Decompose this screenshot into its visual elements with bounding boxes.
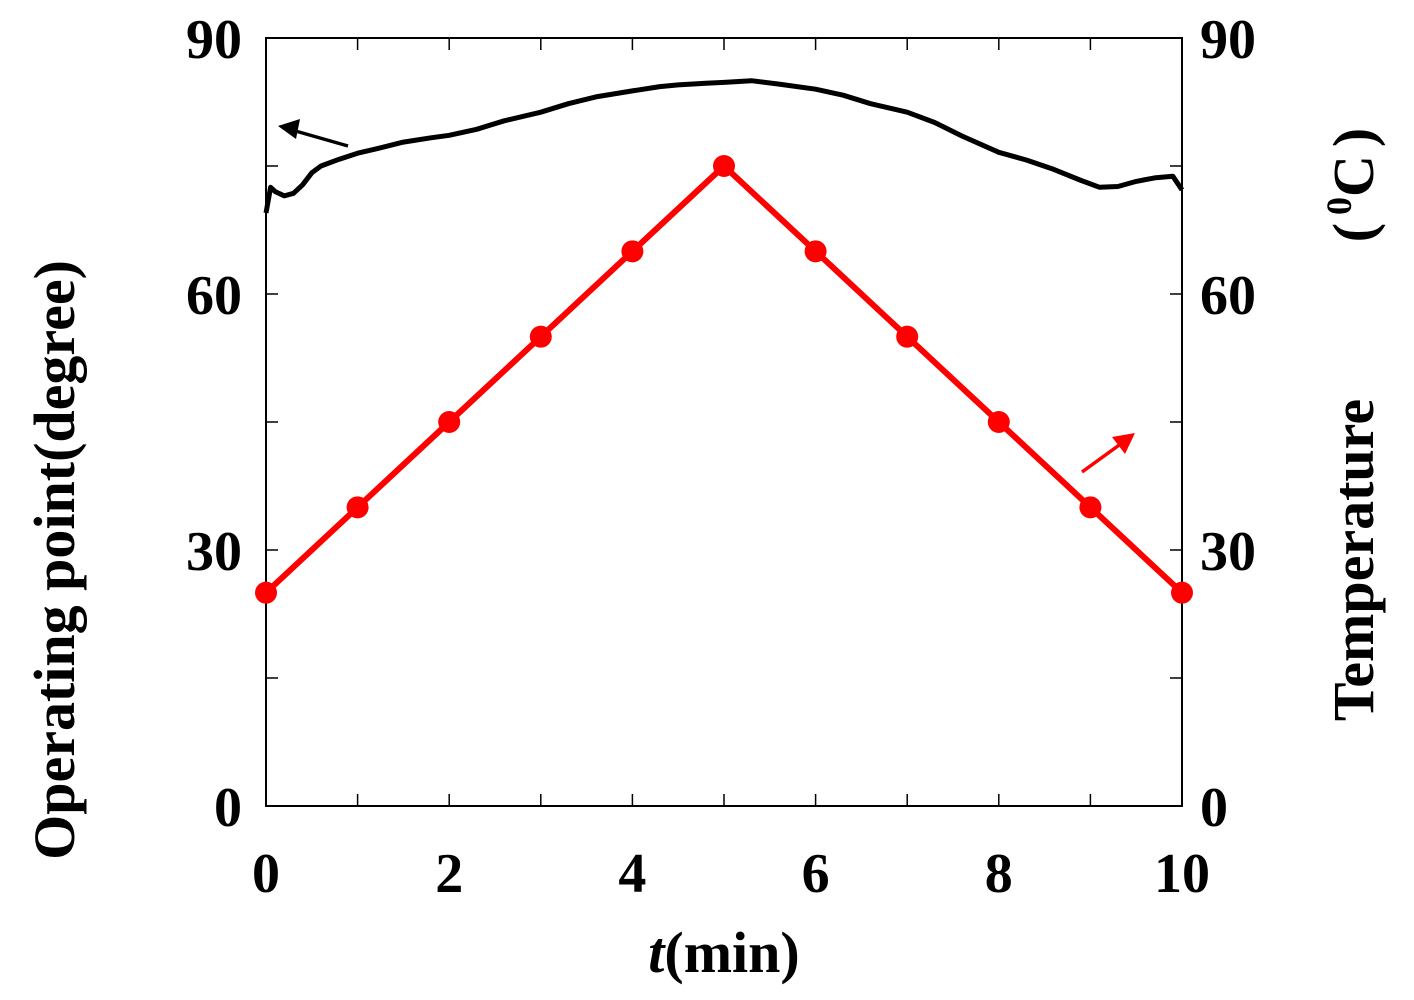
temperature-point — [346, 496, 369, 519]
temperature-point — [987, 411, 1010, 433]
right-y-tick-label: 60 — [1200, 265, 1256, 327]
right-y-tick-label: 30 — [1200, 521, 1256, 583]
left-axis-arrow — [278, 119, 349, 148]
right-y-tick-labels: 0 30 60 90 — [1200, 9, 1256, 839]
left-y-tick-labels: 0 30 60 90 — [186, 9, 242, 839]
right-y-axis-title: Temperature — [1321, 399, 1386, 721]
x-tick-label: 4 — [618, 843, 646, 905]
left-y-tick-label: 0 — [214, 777, 242, 839]
right-y-tick-label: 0 — [1200, 777, 1228, 839]
x-tick-label: 2 — [435, 843, 463, 905]
series-layer — [255, 78, 1193, 604]
x-tick-label: 0 — [252, 843, 280, 905]
temperature-point — [1079, 496, 1102, 519]
temperature-line — [263, 163, 1185, 595]
right-y-tick-label: 90 — [1200, 9, 1256, 71]
temperature-point — [1171, 581, 1193, 604]
x-tick-label: 6 — [802, 843, 830, 905]
left-y-tick-label: 30 — [186, 521, 242, 583]
temperature-point — [438, 411, 461, 433]
temperature-point — [529, 325, 552, 348]
temperature-point — [255, 581, 277, 604]
right-y-axis-unit: (0C) — [1319, 128, 1386, 243]
left-y-tick-label: 60 — [186, 265, 242, 327]
plot-frame — [265, 37, 1183, 807]
x-tick-label: 10 — [1154, 843, 1210, 905]
temperature-point — [621, 240, 644, 263]
x-tick-label: 8 — [985, 843, 1013, 905]
temperature-point — [896, 325, 919, 348]
x-tick-labels: 0 2 4 6 8 10 — [252, 843, 1210, 905]
operating-point-line — [263, 78, 1185, 214]
temperature-point — [713, 155, 735, 177]
x-axis-title: t(min) — [648, 920, 799, 985]
right-axis-arrow — [1080, 433, 1135, 474]
axis-ticks — [265, 37, 1183, 807]
left-y-tick-label: 90 — [186, 9, 242, 71]
temperature-point — [804, 240, 827, 263]
left-y-axis-title: Operating point(degree) — [22, 260, 87, 860]
